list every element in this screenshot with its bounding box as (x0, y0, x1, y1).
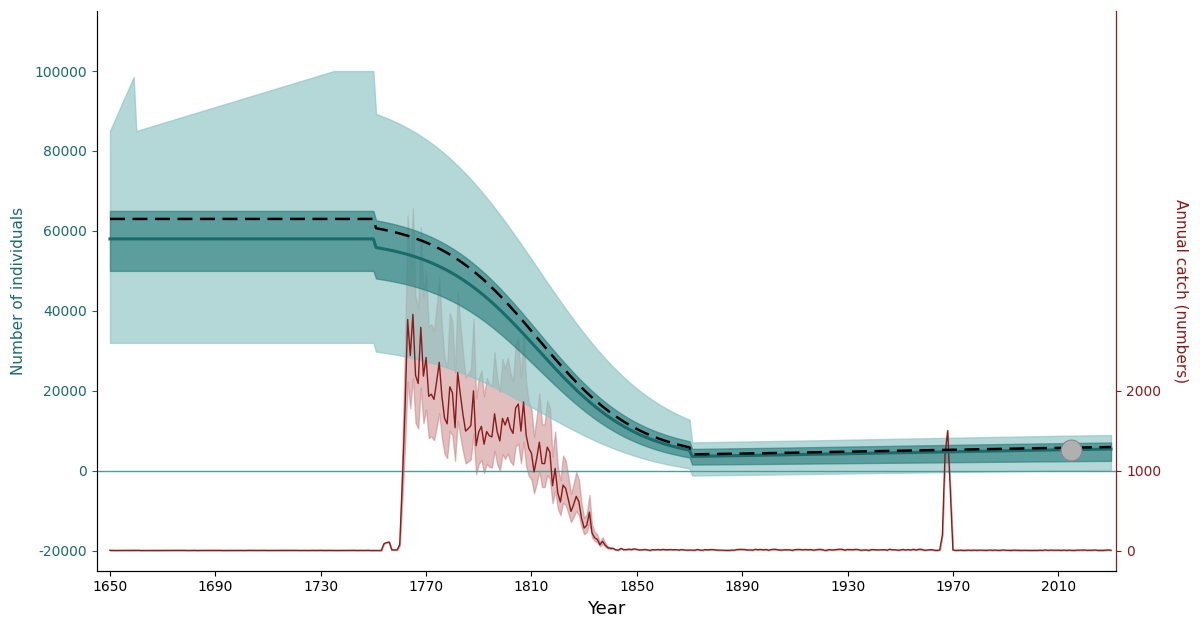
Y-axis label: Number of individuals: Number of individuals (11, 207, 26, 375)
Y-axis label: Annual catch (numbers): Annual catch (numbers) (1174, 199, 1189, 383)
X-axis label: Year: Year (587, 600, 625, 618)
